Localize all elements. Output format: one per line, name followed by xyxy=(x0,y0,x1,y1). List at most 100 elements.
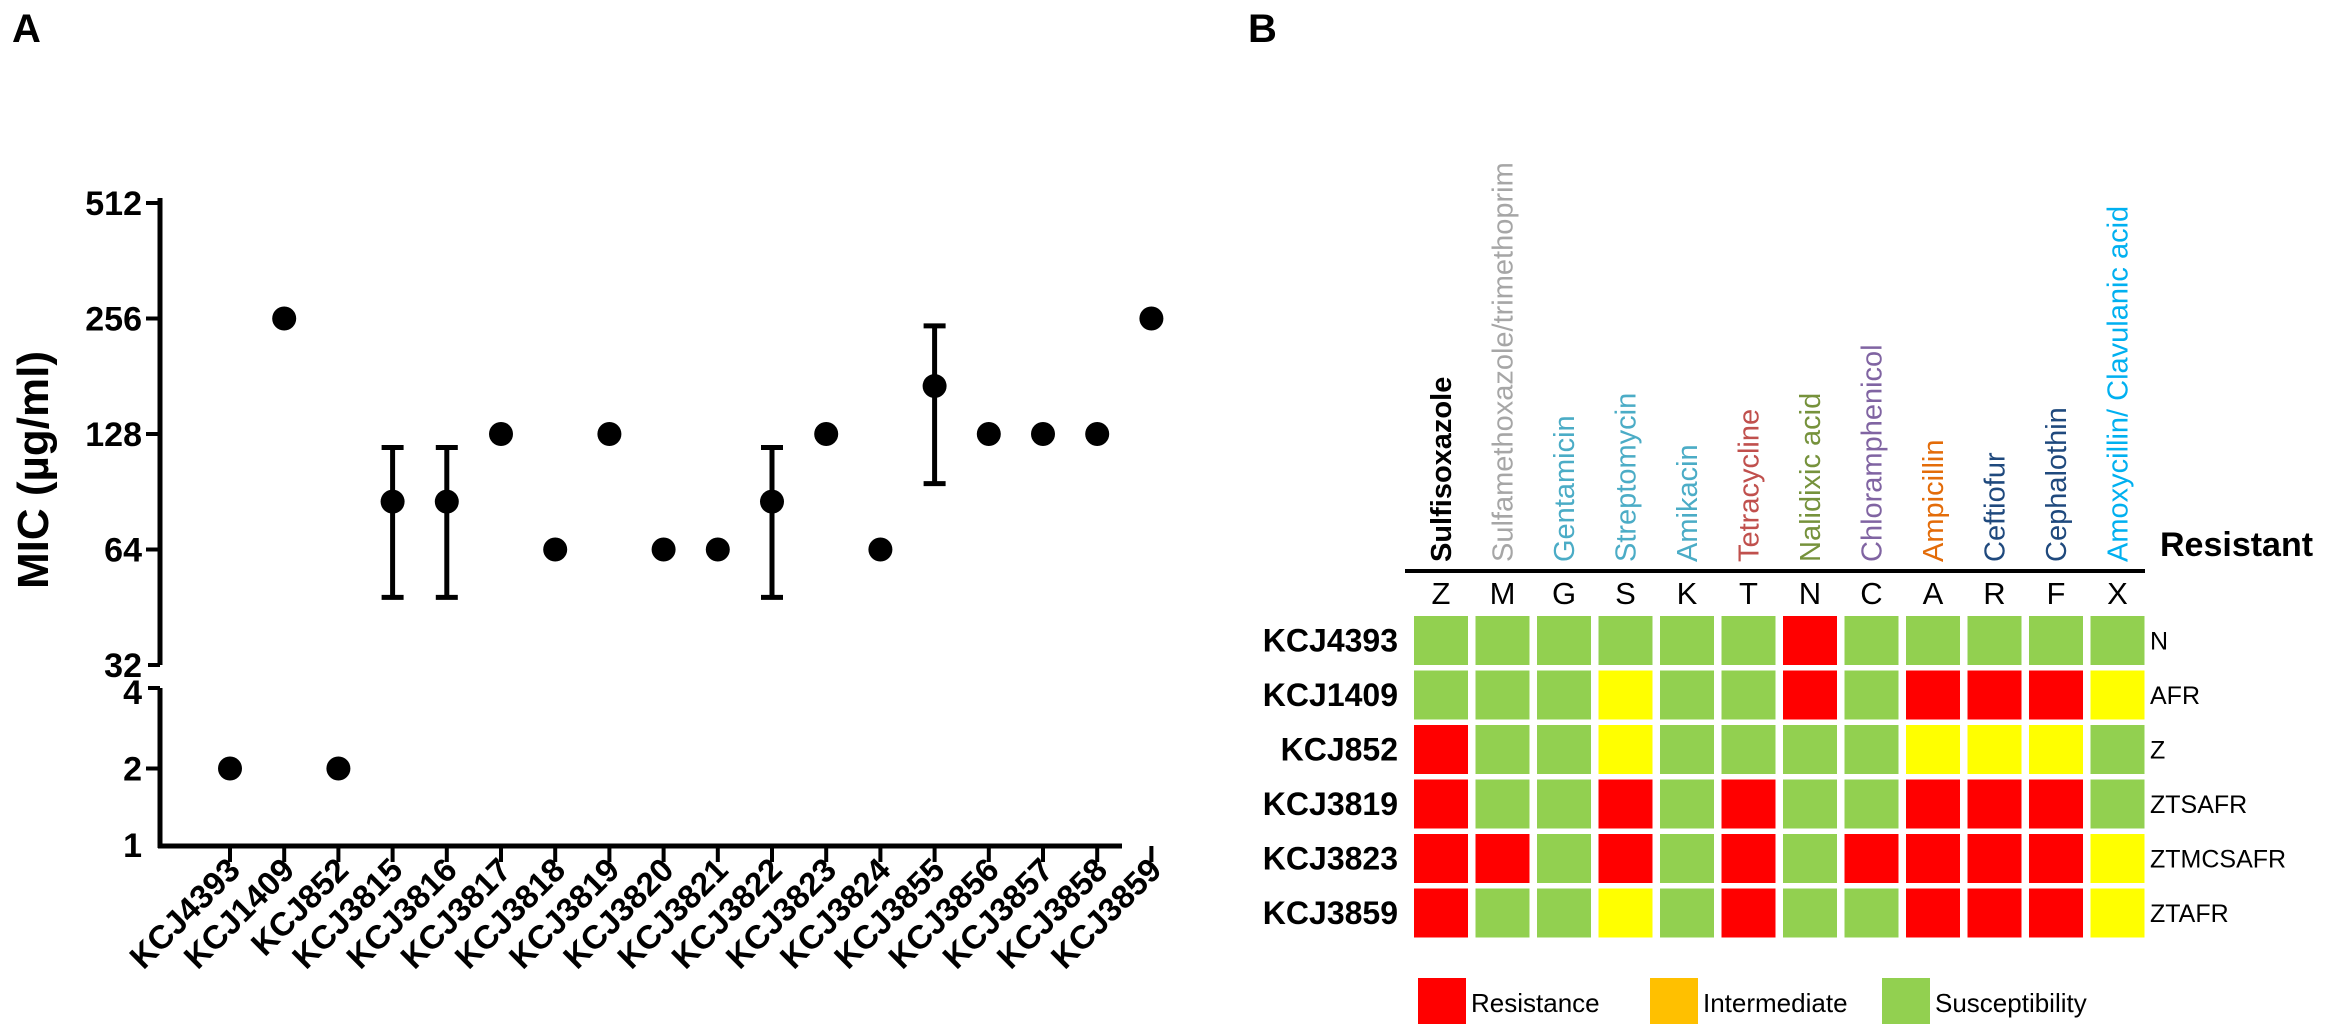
antibiotic-code: K xyxy=(1677,576,1698,611)
heatmap-cell xyxy=(1660,616,1714,665)
heatmap-cell xyxy=(1967,888,2022,938)
heatmap-cell xyxy=(1598,725,1653,774)
heatmap-cell xyxy=(1660,834,1714,883)
heatmap-cell xyxy=(1906,725,1960,774)
y-tick-label: 4 xyxy=(123,674,142,712)
panel-label-a: A xyxy=(12,7,41,51)
data-point-kcj3820 xyxy=(651,537,676,562)
heatmap-cell xyxy=(2029,888,2083,938)
heatmap-cell xyxy=(1783,888,1837,938)
heatmap-cell xyxy=(1967,834,2022,883)
heatmap-cell xyxy=(1721,670,1776,720)
heatmap-cell xyxy=(1783,834,1837,883)
data-point-kcj3856 xyxy=(976,422,1001,446)
heatmap-cell xyxy=(2090,888,2145,938)
heatmap-cell xyxy=(1537,670,1591,720)
heatmap-cell xyxy=(1844,834,1899,883)
heatmap-cell xyxy=(1967,779,2022,829)
row-label: KCJ3819 xyxy=(1263,786,1398,822)
row-label: KCJ852 xyxy=(1281,732,1398,768)
heatmap-cell xyxy=(1721,725,1776,774)
heatmap-cell xyxy=(1844,779,1899,829)
heatmap-cell xyxy=(1537,725,1591,774)
scatter-axes: 32 64 128 256 512 1 2 4 xyxy=(85,185,1154,865)
antibiotic-code: S xyxy=(1615,576,1636,611)
row-label: KCJ3823 xyxy=(1263,841,1398,877)
resistant-header: Resistant xyxy=(2160,526,2313,564)
row-label: KCJ4393 xyxy=(1263,623,1398,659)
antibiotic-name: Amoxycillin/ Clavulanic acid xyxy=(2103,206,2135,562)
antibiotic-name: Ceftiofur xyxy=(1980,452,2012,562)
heatmap-cell xyxy=(2029,670,2083,720)
heatmap-cell xyxy=(2090,779,2145,829)
resistance-profile: Z xyxy=(2150,737,2165,765)
heatmap-cell xyxy=(1414,616,1468,665)
antibiotic-code: X xyxy=(2107,576,2128,611)
y-axis-label: MIC (µg/ml) xyxy=(9,351,58,589)
heatmap-cell xyxy=(1967,670,2022,720)
y-tick-label: 32 xyxy=(104,647,142,685)
heatmap-cell xyxy=(1967,725,2022,774)
heatmap-cell xyxy=(1537,888,1591,938)
heatmap-cell xyxy=(1906,834,1960,883)
heatmap-cell xyxy=(1721,834,1776,883)
heatmap-cell xyxy=(1660,670,1714,720)
heatmap-cell xyxy=(1475,834,1530,883)
heatmap-cell xyxy=(1844,616,1899,665)
heatmap-cell xyxy=(1906,616,1960,665)
resistance-profile: N xyxy=(2150,628,2168,656)
heatmap-cell xyxy=(1475,779,1530,829)
heatmap-cell xyxy=(2029,616,2083,665)
legend-label: Resistance xyxy=(1471,988,1600,1018)
antibiotic-code: G xyxy=(1552,576,1576,611)
antibiotic-code: T xyxy=(1739,576,1758,611)
antibiotic-headers: Sulfisoxazole Sulfamethoxazole/trimethopr… xyxy=(1426,162,2135,562)
data-point-kcj4393 xyxy=(218,756,242,781)
antibiotic-code: F xyxy=(2047,576,2066,611)
antibiotic-code: C xyxy=(1860,576,1882,611)
data-point-kcj3859 xyxy=(1139,306,1164,331)
heatmap-cell xyxy=(1783,616,1837,665)
legend-swatch xyxy=(1418,978,1466,1024)
heatmap-cell xyxy=(1906,779,1960,829)
antibiotic-code: R xyxy=(1983,576,2005,611)
y-tick-label: 64 xyxy=(104,532,142,570)
antibiotic-name: Tetracycline xyxy=(1734,409,1766,562)
heatmap-cell xyxy=(2029,834,2083,883)
resistance-heatmap: Sulfisoxazole Sulfamethoxazole/trimethopr… xyxy=(1263,162,2313,1024)
heatmap-cell xyxy=(1844,725,1899,774)
antibiotic-code: M xyxy=(1490,576,1516,611)
panel-label-b: B xyxy=(1248,7,1277,51)
heatmap-cell xyxy=(1783,779,1837,829)
antibiotic-code: A xyxy=(1923,576,1944,611)
data-point-kcj3816 xyxy=(434,489,459,514)
heatmap-cell xyxy=(1537,616,1591,665)
heatmap-legend: Resistance Intermediate Susceptibility xyxy=(1418,978,2087,1024)
scatter-marks xyxy=(218,306,1164,781)
data-point-kcj3824 xyxy=(868,537,893,562)
antibiotic-name: Cephalothin xyxy=(2041,407,2073,562)
antibiotic-name: Gentamicin xyxy=(1549,415,1581,562)
heatmap-cell xyxy=(1967,616,2022,665)
resistance-profile: ZTSAFR xyxy=(2150,791,2247,819)
heatmap-cell xyxy=(1475,670,1530,720)
legend-swatch xyxy=(1882,978,1930,1024)
heatmap-cell xyxy=(1414,725,1468,774)
heatmap-cell xyxy=(1475,616,1530,665)
heatmap-cell xyxy=(1721,616,1776,665)
heatmap-cell xyxy=(1598,616,1653,665)
resistance-profile: ZTAFR xyxy=(2150,900,2229,928)
heatmap-cell xyxy=(1783,670,1837,720)
data-point-kcj3817 xyxy=(489,422,513,446)
row-label: KCJ3859 xyxy=(1263,895,1398,931)
data-point-kcj3819 xyxy=(597,422,622,446)
data-point-kcj3821 xyxy=(705,537,730,562)
data-point-kcj3815 xyxy=(380,489,405,514)
antibiotic-name: Ampicillin xyxy=(1918,440,1950,562)
legend-swatch xyxy=(1650,978,1698,1024)
antibiotic-code: Z xyxy=(1432,576,1451,611)
heatmap-rows: KCJ4393 N KCJ1409 AFR KCJ852 Z KCJ3819 ZTSAFR KC… xyxy=(1263,616,2286,938)
data-point-kcj1409 xyxy=(272,306,297,331)
data-point-kcj852 xyxy=(326,756,351,781)
